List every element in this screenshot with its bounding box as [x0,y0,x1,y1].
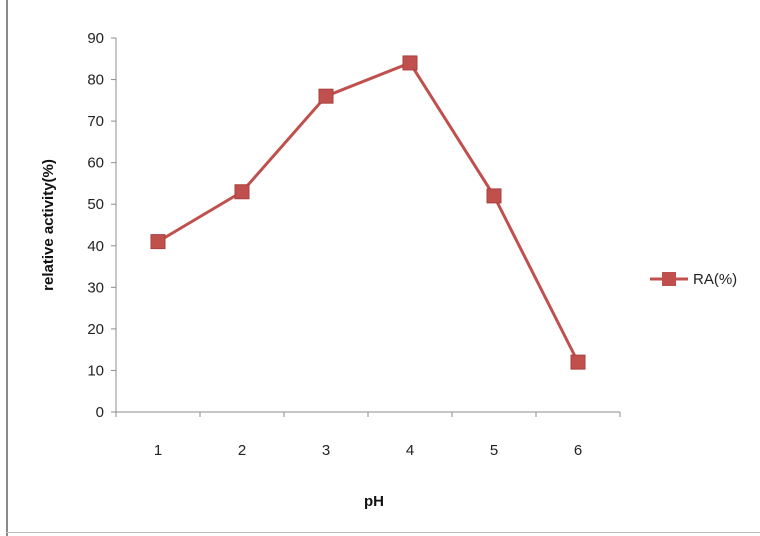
y-tick-label: 70 [87,113,104,130]
data-point-marker [402,55,418,71]
series-group [150,55,586,370]
y-tick-label: 90 [87,30,104,47]
x-tick-label: 6 [574,442,582,459]
axes [111,37,621,417]
data-point-marker [486,188,502,204]
y-tick-label: 30 [87,279,104,296]
legend-label: RA(%) [693,271,737,288]
y-tick-label: 10 [87,362,104,379]
x-tick-label: 4 [406,442,414,459]
data-point-marker [570,354,586,370]
y-axis-title: relative activity(%) [40,159,57,291]
data-point-marker [234,184,250,200]
y-tick-label: 80 [87,72,104,89]
y-tick-label: 40 [87,238,104,255]
x-tick-label: 1 [154,442,162,459]
x-tick-label: 5 [490,442,498,459]
x-tick-label: 3 [322,442,330,459]
x-axis-title: pH [364,493,384,510]
data-point-marker [318,88,334,104]
series-line [157,61,580,363]
y-tick-label: 60 [87,155,104,172]
y-tick-label: 0 [96,404,104,421]
legend: RA(%) [650,271,737,288]
x-tick-label: 2 [238,442,246,459]
frame-left-border [6,0,8,536]
y-tick-label: 50 [87,196,104,213]
legend-marker-swatch [662,272,676,286]
x-tick-labels: 1 2 3 4 5 6 [154,442,582,459]
y-tick-labels: 0 10 20 30 40 50 60 70 80 90 [87,30,104,421]
data-point-marker [150,234,166,250]
y-tick-label: 20 [87,321,104,338]
frame-bottom-border [6,532,760,533]
